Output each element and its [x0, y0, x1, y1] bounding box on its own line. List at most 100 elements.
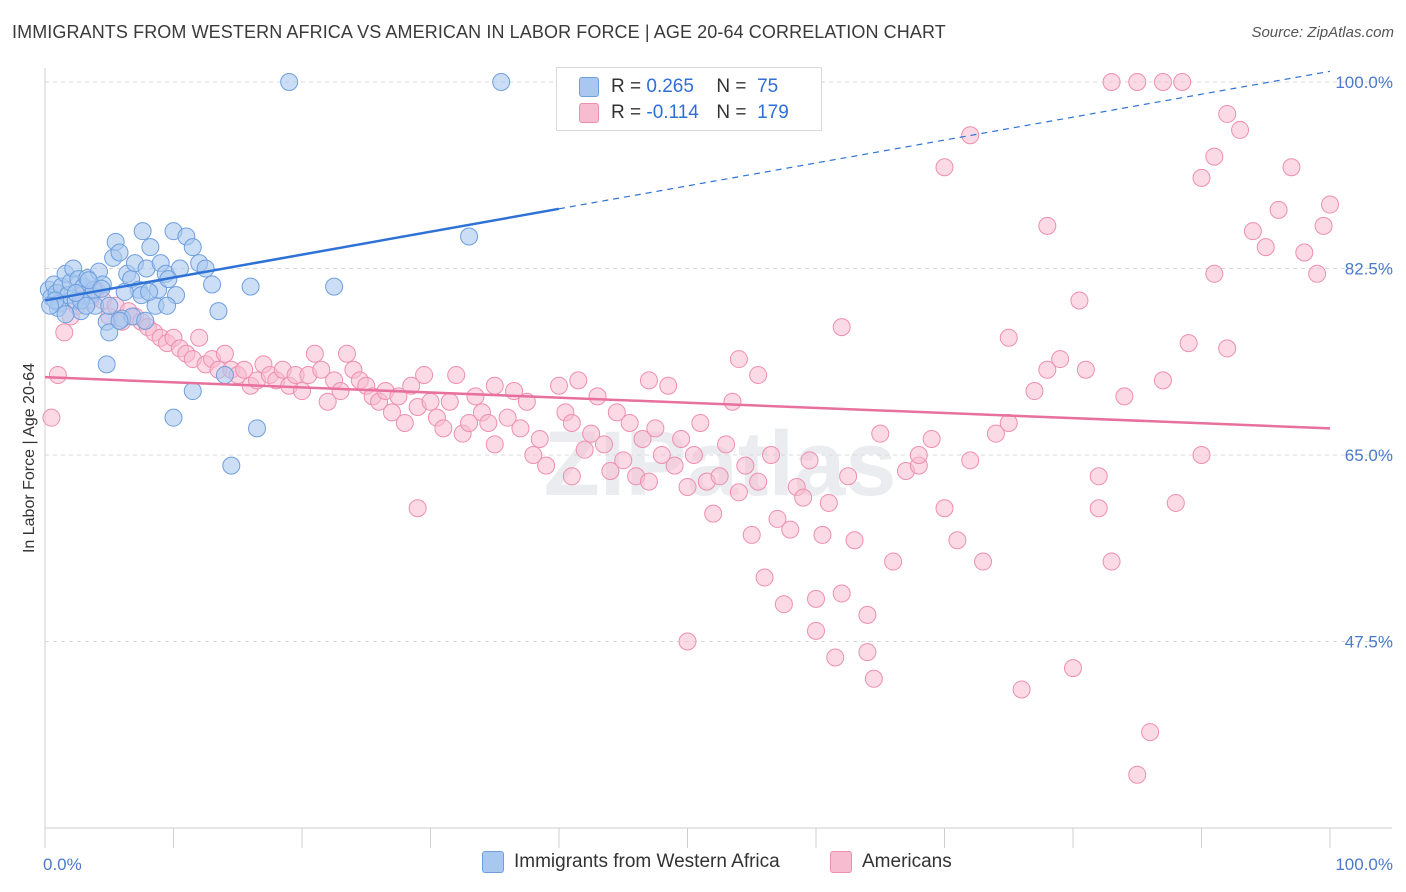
americans-point	[826, 648, 845, 667]
americans-point	[819, 493, 838, 512]
western-africa-point	[248, 419, 267, 438]
americans-point	[447, 366, 466, 385]
americans-point	[466, 387, 485, 406]
americans-point	[807, 621, 825, 640]
americans-point	[633, 430, 652, 448]
americans-point	[742, 525, 761, 544]
bottom-legend-label-2: Americans	[862, 851, 952, 872]
americans-point	[511, 419, 530, 438]
americans-point	[652, 445, 671, 464]
americans-point	[749, 366, 768, 385]
legend-swatch-pink	[579, 103, 599, 123]
americans-point	[974, 552, 993, 571]
legend-n-label-1: N =	[716, 76, 747, 97]
americans-point	[768, 509, 787, 528]
western-africa-point	[79, 271, 98, 290]
y-tick-label: 65.0%	[1345, 446, 1393, 465]
americans-point	[678, 632, 697, 651]
americans-point	[55, 323, 74, 342]
legend-r-value-1: 0.265	[646, 76, 694, 97]
bottom-legend-label-1: Immigrants from Western Africa	[514, 851, 780, 872]
americans-point	[485, 376, 504, 395]
americans-point	[935, 158, 954, 177]
americans-point	[382, 403, 401, 422]
americans-point	[774, 595, 793, 614]
americans-point	[1269, 200, 1288, 219]
western-africa-point	[141, 238, 160, 257]
americans-point	[884, 552, 903, 571]
americans-point	[569, 371, 588, 390]
western-africa-trend-line	[44, 207, 560, 302]
americans-point	[415, 366, 434, 385]
americans-point	[639, 371, 658, 390]
americans-point	[460, 414, 479, 433]
americans-point	[1115, 387, 1134, 406]
americans-point	[999, 414, 1018, 433]
americans-point	[1282, 158, 1301, 177]
americans-point	[582, 424, 601, 443]
watermark: ZIPatlas	[544, 413, 897, 515]
legend-r-label-1: R =	[611, 76, 642, 97]
americans-point	[1231, 120, 1250, 139]
americans-point	[961, 451, 980, 470]
americans-point	[710, 467, 729, 486]
legend-n-label-2: N =	[716, 102, 747, 123]
americans-point	[1070, 291, 1089, 310]
americans-point	[1102, 552, 1121, 571]
western-africa-point	[203, 275, 222, 294]
americans-point	[594, 435, 613, 454]
western-africa-point	[140, 282, 159, 301]
americans-point	[614, 451, 633, 470]
americans-point	[1314, 216, 1333, 235]
americans-point	[678, 477, 697, 496]
western-africa-point	[77, 296, 96, 315]
americans-point	[215, 344, 234, 363]
americans-point	[42, 408, 61, 427]
americans-point	[1295, 243, 1314, 262]
americans-point	[421, 392, 440, 411]
americans-point	[1089, 467, 1108, 486]
americans-point	[794, 488, 813, 507]
western-africa-point	[196, 259, 215, 278]
americans-point	[479, 414, 498, 433]
americans-point	[736, 456, 755, 475]
americans-point	[1256, 238, 1275, 257]
americans-point	[1038, 360, 1057, 379]
americans-point	[646, 419, 665, 438]
americans-point	[665, 456, 684, 475]
americans-point	[1025, 382, 1044, 401]
americans-point	[922, 430, 941, 448]
americans-point	[1218, 104, 1237, 123]
americans-point	[807, 589, 825, 608]
western-africa-point	[110, 311, 129, 330]
axes	[44, 68, 1392, 848]
legend-r-label-2: R =	[611, 102, 642, 123]
americans-point	[1141, 723, 1160, 742]
legend-swatch-blue	[579, 77, 599, 97]
americans-point	[395, 414, 414, 433]
americans-point	[537, 456, 556, 475]
americans-point	[871, 424, 890, 443]
grid-lines	[45, 81, 1392, 642]
americans-point	[440, 392, 459, 411]
americans-point	[704, 504, 723, 523]
americans-point	[402, 376, 421, 395]
americans-point	[832, 584, 851, 603]
americans-point	[337, 344, 356, 363]
americans-point	[672, 430, 691, 448]
americans-point	[659, 376, 678, 395]
y-tick-labels: 47.5% 65.0% 82.5% 100.0%	[1335, 73, 1393, 652]
americans-point	[601, 461, 620, 480]
americans-point	[524, 445, 543, 464]
x-tick-label: 100.0%	[1335, 855, 1393, 874]
western-africa-point	[56, 305, 75, 324]
americans-point	[1205, 264, 1224, 283]
western-africa-point	[158, 296, 177, 315]
western-africa-point	[492, 72, 511, 91]
americans-point	[318, 392, 337, 411]
americans-point	[961, 126, 980, 145]
americans-point	[620, 414, 639, 433]
trend-lines	[44, 70, 1331, 430]
americans-point	[1166, 493, 1185, 512]
americans-point	[312, 360, 331, 379]
